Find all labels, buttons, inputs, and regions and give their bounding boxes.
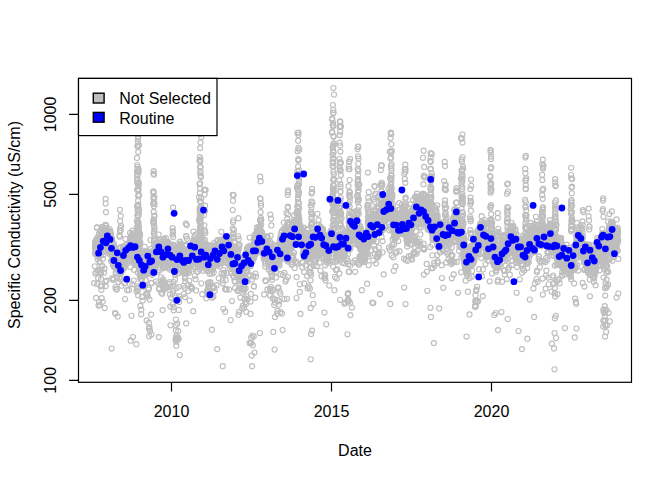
svg-text:1000: 1000 — [43, 97, 60, 133]
svg-text:500: 500 — [43, 181, 60, 208]
svg-text:Date: Date — [338, 442, 372, 459]
svg-text:100: 100 — [43, 367, 60, 394]
svg-text:2015: 2015 — [314, 403, 350, 420]
svg-text:Not Selected: Not Selected — [119, 90, 211, 107]
svg-text:Specific Conductivity (uS/cm): Specific Conductivity (uS/cm) — [6, 121, 23, 329]
svg-text:200: 200 — [43, 287, 60, 314]
svg-text:2010: 2010 — [154, 403, 190, 420]
svg-text:Routine: Routine — [119, 110, 174, 127]
svg-text:2020: 2020 — [474, 403, 510, 420]
